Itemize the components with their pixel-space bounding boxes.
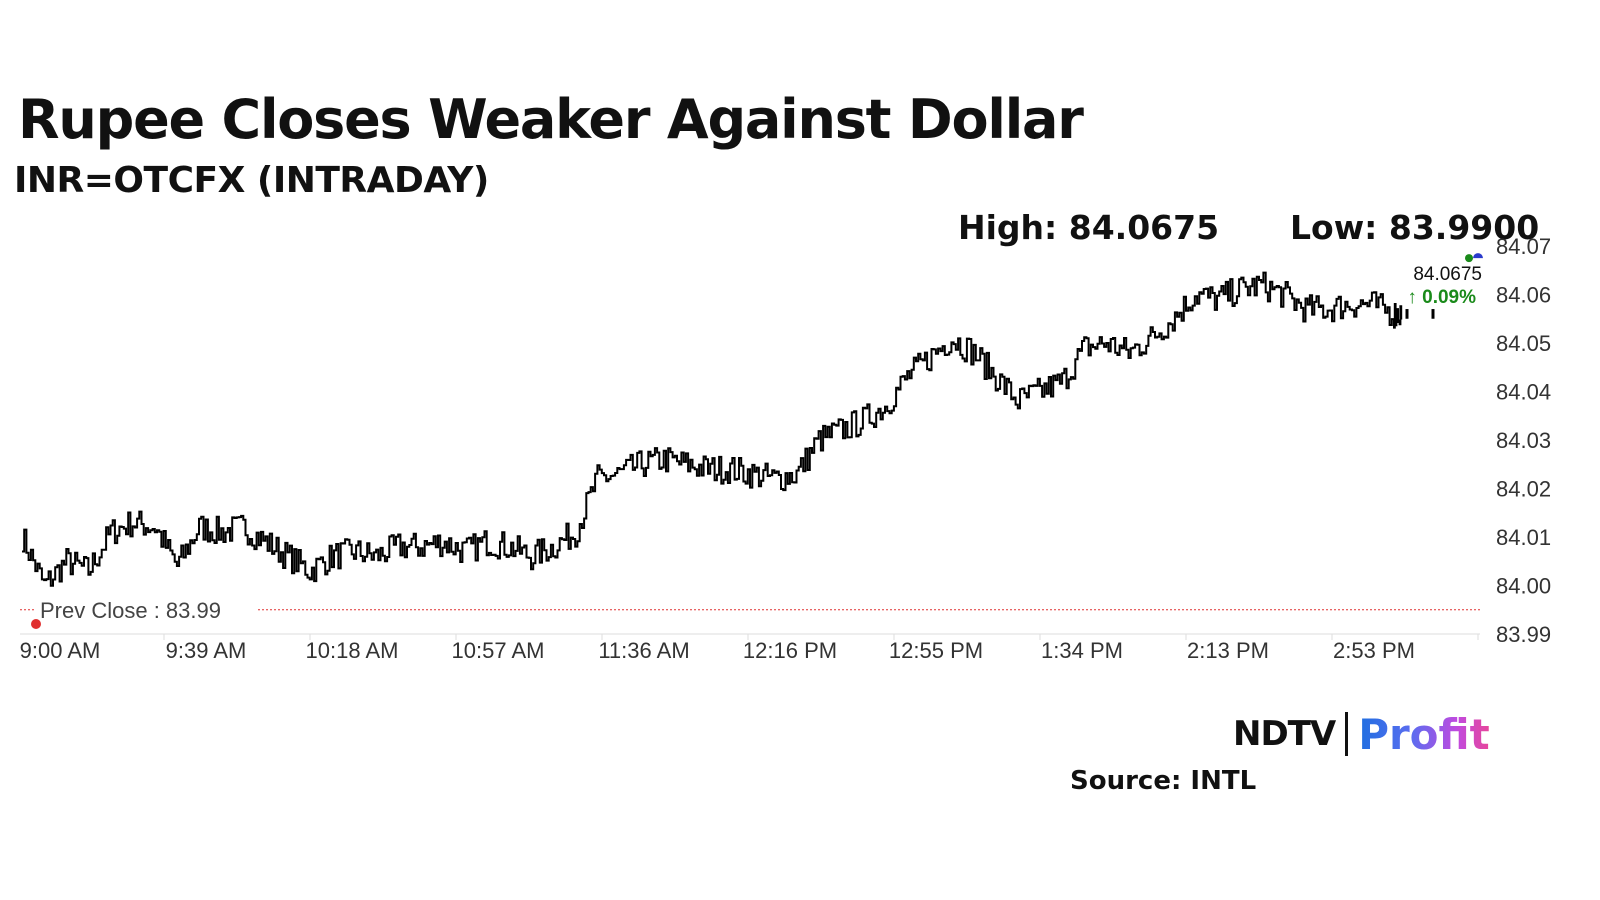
start-marker [31, 619, 41, 629]
x-tick-label: 1:34 PM [1041, 638, 1123, 663]
low-label: Low: 83.9900 [1290, 208, 1540, 247]
x-tick-label: 10:18 AM [306, 638, 399, 663]
prev-close-label: Prev Close : 83.99 [40, 598, 221, 623]
y-tick-label: 84.05 [1496, 331, 1551, 356]
price-line [22, 271, 1403, 587]
x-tick-label: 12:55 PM [889, 638, 983, 663]
chart-subtitle: INR=OTCFX (INTRADAY) [14, 160, 489, 201]
y-tick-label: 84.02 [1496, 477, 1551, 502]
ndtv-profit-logo: NDTV Profit [1233, 709, 1490, 759]
x-tick-label: 2:53 PM [1333, 638, 1415, 663]
y-tick-label: 83.99 [1496, 622, 1551, 647]
x-tick-label: 11:36 AM [598, 638, 689, 663]
last-price-label: 84.0675 [1413, 264, 1482, 285]
last-point-marker [1465, 254, 1473, 263]
logo-divider [1345, 712, 1349, 756]
x-tick-label: 10:57 AM [452, 638, 545, 663]
y-tick-label: 84.03 [1496, 428, 1551, 453]
x-tick-label: 9:39 AM [166, 638, 247, 663]
y-tick-label: 84.07 [1496, 234, 1551, 259]
x-tick-label: 2:13 PM [1187, 638, 1269, 663]
last-point-cap [1473, 253, 1483, 259]
x-tick-label: 9:00 AM [20, 638, 101, 663]
high-label: High: 84.0675 [958, 208, 1220, 247]
y-tick-label: 84.06 [1496, 283, 1551, 308]
change-percent-label: ↑ 0.09% [1407, 287, 1476, 308]
chart-title: Rupee Closes Weaker Against Dollar [18, 88, 1084, 151]
source-label: Source: INTL [1070, 766, 1257, 796]
y-tick-label: 84.04 [1496, 380, 1551, 405]
x-tick-label: 12:16 PM [743, 638, 837, 663]
logo-ndtv-text: NDTV [1233, 714, 1336, 754]
y-tick-label: 84.00 [1496, 574, 1551, 599]
logo-profit-text: Profit [1358, 709, 1490, 759]
y-tick-label: 84.01 [1496, 525, 1551, 550]
